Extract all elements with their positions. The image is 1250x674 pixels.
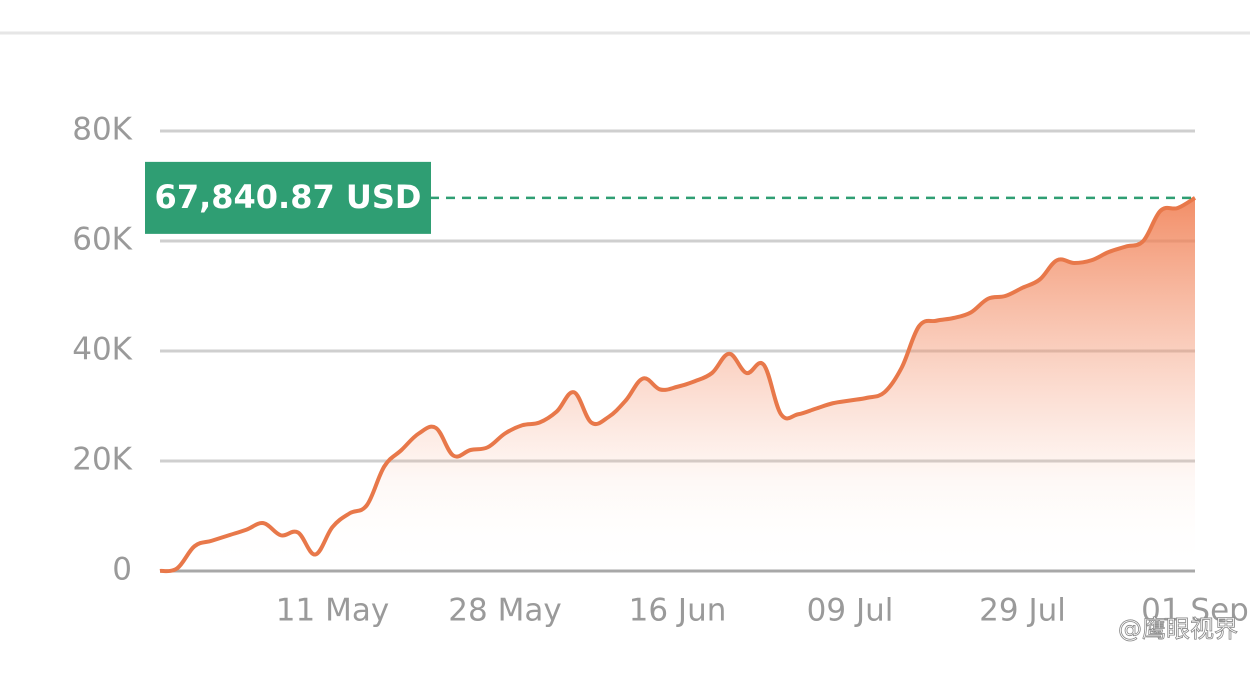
- annotation-box: [145, 161, 431, 234]
- x-tick-label: 01 Sep: [1141, 593, 1249, 629]
- y-tick-label: 20K: [72, 442, 132, 478]
- y-tick-label: 0: [112, 552, 132, 588]
- y-tick-label: 60K: [72, 222, 132, 258]
- watermark: @鹰眼视界: [1118, 615, 1238, 643]
- x-tick-label: 28 May: [448, 593, 561, 629]
- x-tick-label: 11 May: [276, 593, 389, 629]
- y-tick-label: 40K: [72, 332, 132, 368]
- x-tick-label: 09 Jul: [807, 593, 894, 629]
- y-tick-label: 80K: [72, 112, 132, 148]
- area-fill: [160, 197, 1195, 572]
- line: [159, 196, 1197, 574]
- x-tick-label: 16 Jun: [629, 593, 727, 629]
- x-tick-label: 29 Jul: [979, 593, 1066, 629]
- annotation-label: 67,840.87 USD: [155, 178, 422, 216]
